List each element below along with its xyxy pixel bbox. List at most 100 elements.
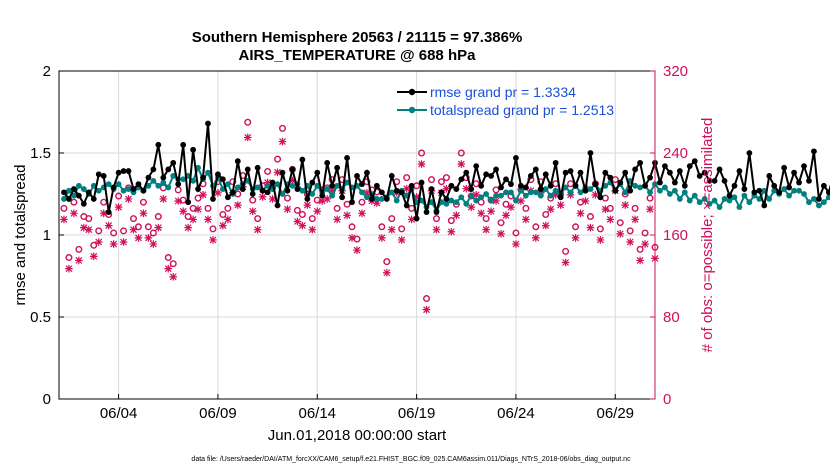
rmse-point bbox=[205, 120, 211, 127]
obs-assimilated-marker bbox=[631, 215, 639, 224]
obs-possible-marker bbox=[229, 178, 237, 186]
totalspread-point bbox=[115, 181, 122, 188]
rmse-point bbox=[428, 186, 435, 192]
rmse-point bbox=[801, 163, 807, 170]
obs-assimilated-marker bbox=[397, 236, 406, 244]
rmse-point bbox=[279, 169, 286, 176]
rmse-point bbox=[647, 174, 653, 181]
rmse-point bbox=[532, 166, 539, 173]
obs-possible-marker bbox=[542, 210, 550, 218]
rmse-point bbox=[80, 200, 87, 207]
totalspread-point bbox=[552, 187, 559, 194]
ytick-right-label: 0 bbox=[663, 391, 671, 408]
totalspread-point bbox=[314, 182, 321, 189]
rmse-point bbox=[557, 194, 564, 201]
obs-possible-marker bbox=[641, 229, 649, 237]
obs-assimilated-marker bbox=[268, 195, 277, 203]
obs-assimilated-marker bbox=[646, 205, 654, 213]
rmse-point bbox=[90, 196, 97, 202]
obs-assimilated-marker bbox=[144, 234, 153, 242]
rmse-point bbox=[542, 171, 549, 178]
obs-possible-marker bbox=[274, 155, 282, 163]
rmse-point bbox=[671, 179, 678, 186]
rmse-point bbox=[825, 189, 830, 196]
rmse-point bbox=[806, 177, 812, 184]
obs-assimilated-marker bbox=[104, 221, 113, 230]
totalspread-point bbox=[706, 200, 713, 207]
rmse-point bbox=[71, 186, 77, 192]
obs-assimilated-marker bbox=[591, 191, 600, 199]
obs-possible-marker bbox=[626, 227, 634, 235]
totalspread-point bbox=[160, 179, 167, 186]
rmse-point bbox=[587, 150, 594, 156]
rmse-point bbox=[314, 169, 321, 176]
obs-assimilated-marker bbox=[139, 209, 148, 218]
obs-assimilated-marker bbox=[353, 246, 361, 254]
obs-possible-marker bbox=[169, 260, 177, 268]
totalspread-point bbox=[170, 173, 177, 179]
obs-possible-marker bbox=[174, 186, 182, 194]
obs-possible-marker bbox=[224, 204, 232, 212]
totalspread-point bbox=[731, 194, 738, 201]
totalspread-point bbox=[632, 182, 639, 189]
obs-assimilated-marker bbox=[293, 217, 302, 226]
rmse-point bbox=[438, 189, 445, 196]
totalspread-point bbox=[503, 189, 509, 196]
rmse-point bbox=[577, 169, 584, 176]
rmse-point bbox=[483, 171, 490, 178]
totalspread-point bbox=[513, 197, 519, 204]
obs-assimilated-marker bbox=[378, 234, 386, 242]
obs-assimilated-marker bbox=[199, 191, 207, 199]
rmse-point bbox=[691, 158, 698, 165]
obs-possible-marker bbox=[616, 219, 624, 227]
rmse-point bbox=[463, 169, 470, 176]
legend: rmse grand pr = 1.3334 totalspread grand… bbox=[397, 84, 614, 118]
totalspread-point bbox=[61, 196, 67, 202]
totalspread-point bbox=[334, 182, 341, 189]
obs-possible-marker bbox=[209, 225, 217, 233]
rmse-point bbox=[61, 189, 67, 196]
rmse-point bbox=[403, 202, 410, 209]
obs-possible-marker bbox=[120, 227, 128, 235]
rmse-point bbox=[716, 166, 723, 173]
totalspread-point bbox=[726, 197, 733, 204]
obs-possible-marker bbox=[398, 225, 406, 233]
legend-rmse-marker bbox=[408, 88, 416, 96]
obs-assimilated-marker bbox=[134, 234, 143, 242]
totalspread-point bbox=[696, 199, 703, 206]
obs-assimilated-marker bbox=[129, 225, 138, 234]
rmse-point bbox=[215, 171, 221, 178]
xtick-label: 06/24 bbox=[497, 405, 535, 422]
ytick-right-label: 80 bbox=[663, 309, 680, 326]
rmse-point bbox=[711, 177, 718, 184]
obs-possible-marker bbox=[378, 223, 386, 231]
totalspread-point bbox=[786, 192, 792, 199]
obs-possible-marker bbox=[90, 241, 98, 249]
obs-assimilated-marker bbox=[472, 191, 480, 199]
totalspread-point bbox=[637, 184, 643, 191]
obs-assimilated-marker bbox=[452, 211, 461, 220]
obs-possible-marker bbox=[482, 215, 490, 223]
rmse-point bbox=[622, 169, 629, 176]
rmse-point bbox=[125, 168, 132, 174]
obs-possible-marker bbox=[129, 215, 137, 223]
rmse-point bbox=[642, 182, 648, 189]
legend-spread-label: totalspread grand pr = 1.2513 bbox=[430, 102, 614, 118]
legend-spread-marker bbox=[408, 106, 416, 114]
rmse-point bbox=[95, 171, 102, 178]
obs-assimilated-marker bbox=[641, 240, 649, 248]
rmse-point bbox=[612, 187, 619, 194]
totalspread-point bbox=[711, 197, 718, 204]
totalspread-point bbox=[393, 197, 400, 204]
rmse-point bbox=[264, 189, 271, 196]
totalspread-point bbox=[224, 181, 231, 188]
rmse-point bbox=[567, 168, 574, 174]
totalspread-point bbox=[378, 196, 385, 202]
rmse-point bbox=[721, 177, 728, 184]
obs-assimilated-marker bbox=[626, 238, 634, 246]
obs-assimilated-marker bbox=[89, 252, 98, 261]
rmse-point bbox=[488, 173, 494, 179]
obs-possible-marker bbox=[636, 245, 644, 253]
obs-possible-marker bbox=[249, 196, 257, 204]
totalspread-point bbox=[736, 204, 743, 211]
